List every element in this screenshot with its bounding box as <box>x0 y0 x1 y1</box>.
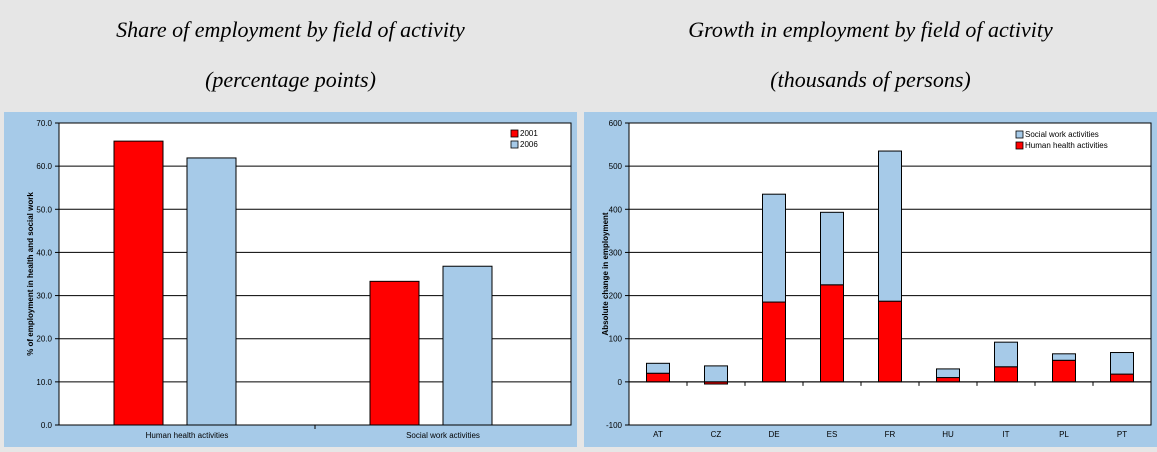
y-tick-label: -100 <box>606 421 623 430</box>
bar-health-AT <box>646 372 670 383</box>
y-tick-label: 0 <box>618 378 623 387</box>
y-tick-label: 200 <box>609 292 623 301</box>
bar-2001-0 <box>113 140 164 426</box>
y-tick-label: 10.0 <box>36 378 52 387</box>
right-chart-title: Growth in employment by field of activit… <box>688 17 1053 42</box>
right-chart-subtitle: (thousands of persons) <box>770 67 971 92</box>
legend-label: 2001 <box>520 129 538 138</box>
legend-label: 2006 <box>520 140 538 149</box>
y-tick-label: 40.0 <box>36 248 52 257</box>
y-tick-label: 60.0 <box>36 162 52 171</box>
bar-social-PL <box>1052 353 1076 361</box>
bar-social-ES <box>820 211 844 286</box>
x-tick-label: DE <box>768 430 779 439</box>
share-chart: 0.0 10.0 20.0 30.0 40.0 50.0 60.0 70.0 Human hea… <box>26 119 572 440</box>
left-chart-title: Share of employment by field of activity <box>116 17 465 42</box>
x-tick-label: Social work activities <box>406 431 480 440</box>
x-tick-label: HU <box>942 430 954 439</box>
bar-social-HU <box>936 368 960 379</box>
y-axis-label: % of employment in health and social wor… <box>26 192 35 356</box>
bar-social-PT <box>1110 352 1134 375</box>
legend-label: Human health activities <box>1025 141 1108 150</box>
bar-health-HU <box>936 377 960 383</box>
x-tick-label: CZ <box>711 430 722 439</box>
y-tick-label: 20.0 <box>36 335 52 344</box>
share-chart-panel: 0.0 10.0 20.0 30.0 40.0 50.0 60.0 70.0 Human hea… <box>4 112 577 447</box>
bar-health-IT <box>994 366 1018 383</box>
bar-health-PL <box>1052 359 1076 383</box>
bar-social-AT <box>646 362 670 374</box>
y-tick-label: 100 <box>609 335 623 344</box>
left-chart-subtitle: (percentage points) <box>205 67 376 92</box>
x-tick-label: ES <box>827 430 838 439</box>
legend-swatch-social <box>1015 130 1024 139</box>
x-tick-label: IT <box>1002 430 1009 439</box>
x-tick-label: FR <box>885 430 896 439</box>
y-tick-label: 50.0 <box>36 205 52 214</box>
y-tick-label: 0.0 <box>41 421 53 430</box>
bar-social-DE <box>762 193 786 303</box>
y-axis-label: Absolute change in employment <box>601 212 610 335</box>
growth-chart-panel: -100 0 100 200 300 400 500 600 AT CZ DE ES FR HU IT PL P… <box>584 112 1157 447</box>
y-tick-label: 70.0 <box>36 119 52 128</box>
bar-2006-1 <box>442 265 493 426</box>
legend-swatch-2006 <box>510 140 519 149</box>
legend-swatch-2001 <box>510 129 519 138</box>
growth-chart: -100 0 100 200 300 400 500 600 AT CZ DE ES FR HU IT PL P… <box>601 119 1152 439</box>
x-tick-label: PT <box>1117 430 1127 439</box>
y-tick-label: 500 <box>609 162 623 171</box>
bar-health-PT <box>1110 373 1134 383</box>
bar-health-ES <box>820 284 844 383</box>
x-tick-label: Human health activities <box>146 431 229 440</box>
x-tick-label: PL <box>1059 430 1069 439</box>
x-tick-label: AT <box>653 430 663 439</box>
bar-social-IT <box>994 341 1018 368</box>
y-tick-label: 300 <box>609 248 623 257</box>
bar-health-DE <box>762 301 786 383</box>
bar-health-FR <box>878 300 902 383</box>
bar-social-CZ <box>704 365 728 383</box>
bar-social-FR <box>878 150 902 302</box>
legend-swatch-health <box>1015 141 1024 150</box>
legend-label: Social work activities <box>1025 130 1099 139</box>
bar-2001-1 <box>369 280 420 426</box>
y-tick-label: 30.0 <box>36 292 52 301</box>
y-tick-label: 400 <box>609 205 623 214</box>
bar-2006-0 <box>186 157 237 426</box>
y-tick-label: 600 <box>609 119 623 128</box>
